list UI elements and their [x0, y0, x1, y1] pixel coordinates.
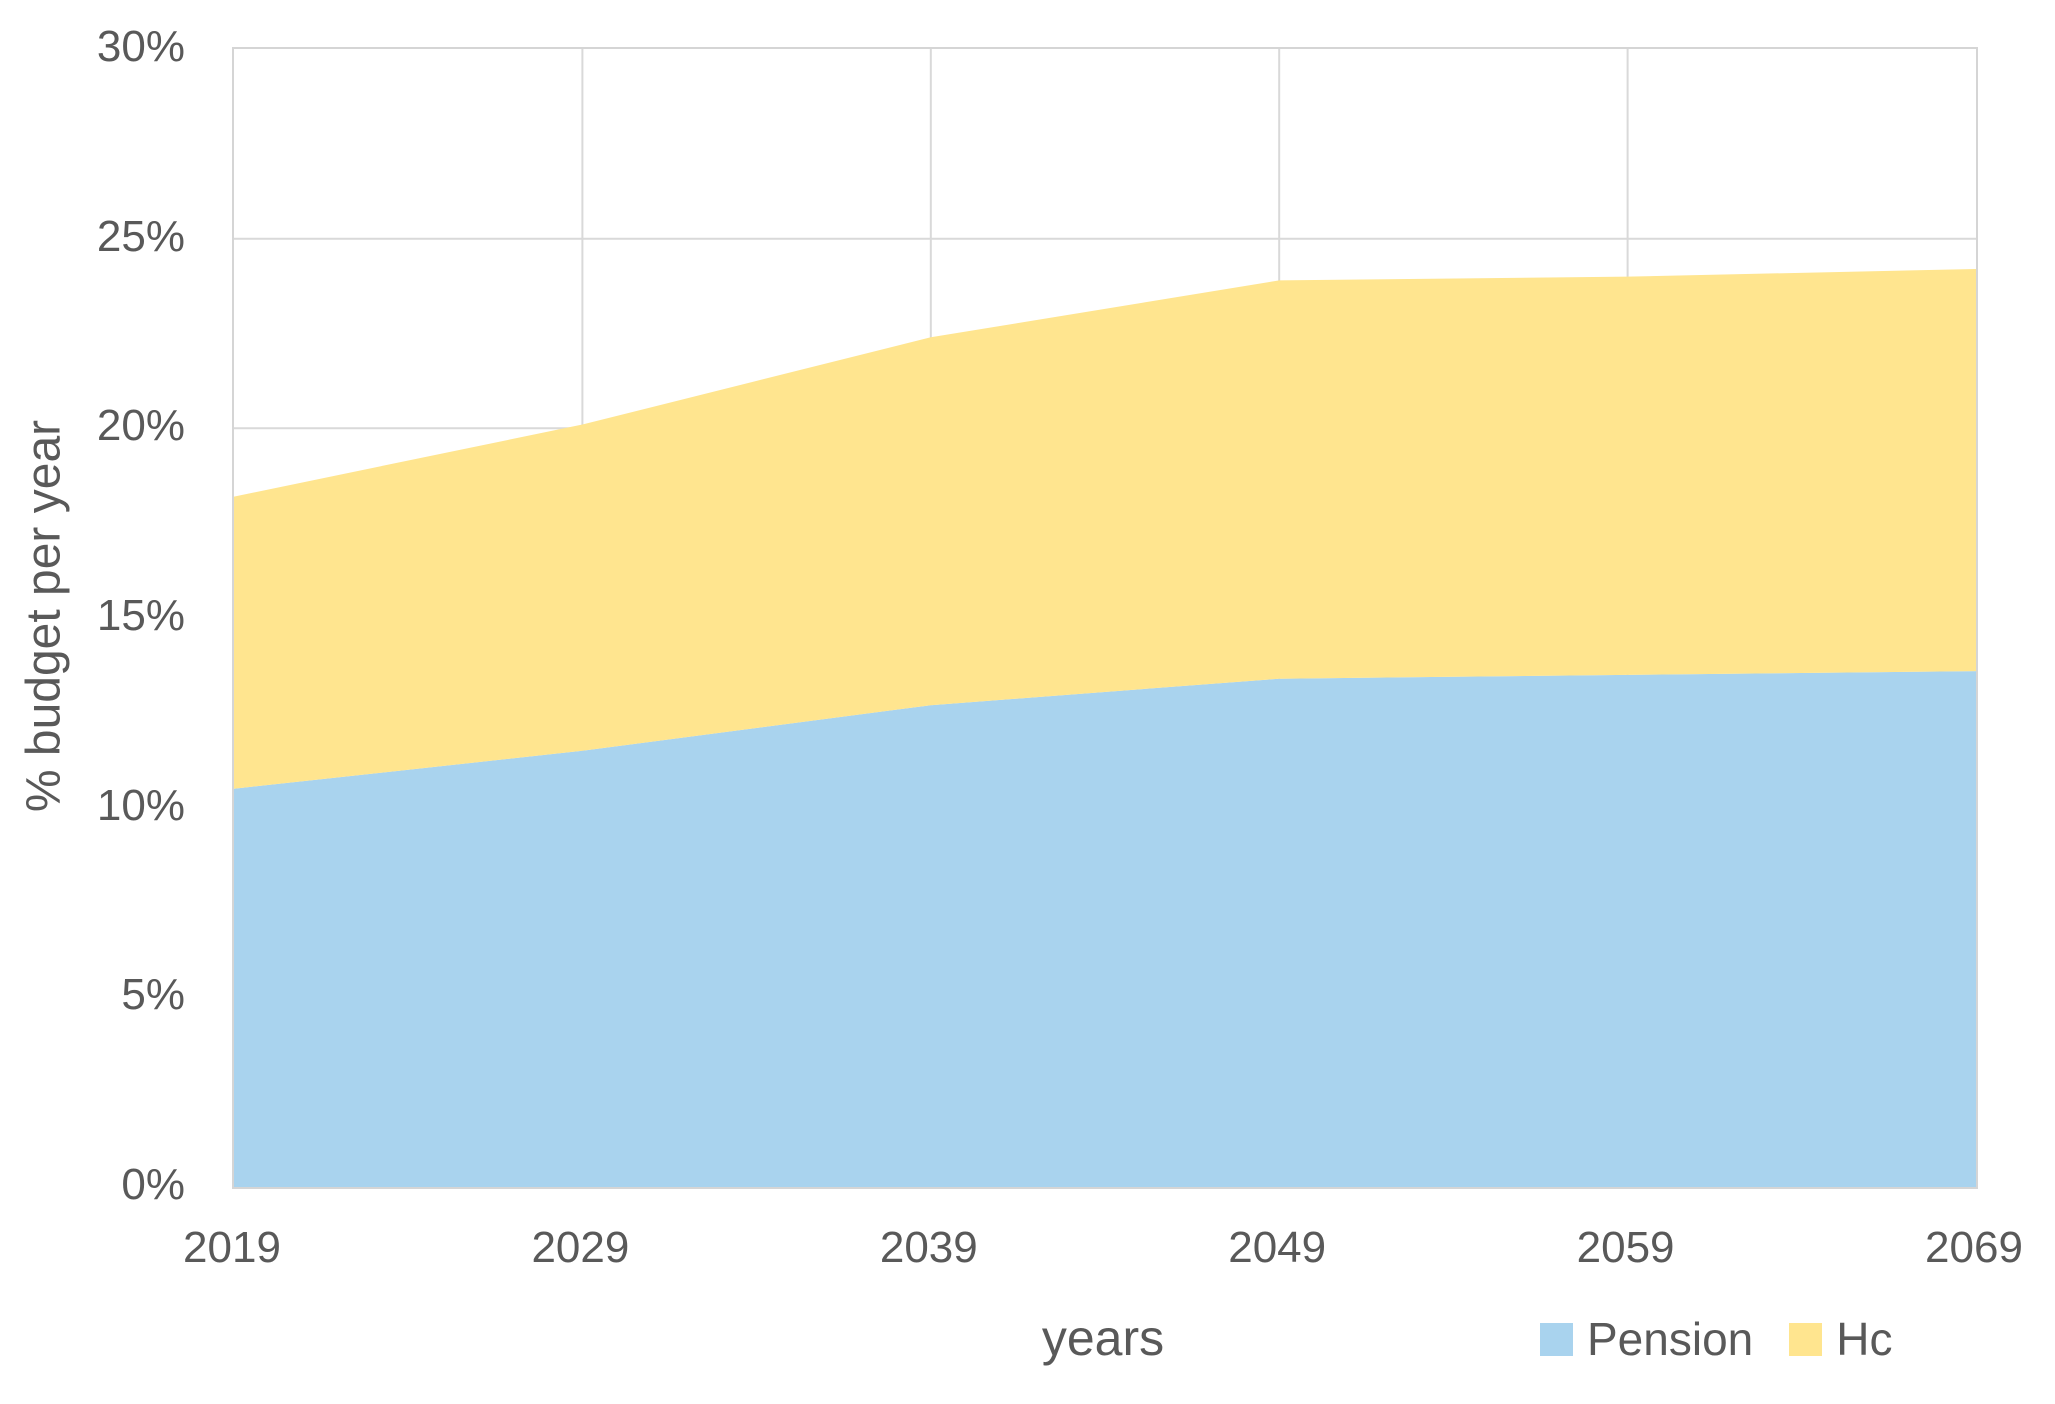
x-tick-label: 2019	[183, 1223, 281, 1272]
y-tick-label: 10%	[96, 780, 185, 830]
x-tick-label: 2049	[1228, 1223, 1327, 1272]
y-tick-label: 30%	[96, 22, 185, 71]
area-series-pension	[234, 671, 1976, 1187]
legend-swatch-icon	[1540, 1322, 1573, 1356]
legend-swatch-icon	[1789, 1322, 1823, 1356]
legend-item-hc: Hc	[1789, 1316, 1892, 1362]
y-tick-label: 15%	[96, 591, 185, 640]
legend: Pension Hc	[1540, 1316, 1892, 1362]
area-series-canvas	[234, 49, 1976, 1187]
area-series-hc	[234, 269, 1976, 789]
legend-label: Pension	[1587, 1313, 1754, 1365]
legend-item-pension: Pension	[1540, 1316, 1753, 1362]
y-tick-label: 20%	[96, 401, 185, 451]
x-tick-label: 2029	[531, 1223, 630, 1272]
x-axis-title: years	[1041, 1310, 1165, 1366]
y-tick-label: 25%	[96, 211, 185, 261]
plot-area	[232, 47, 1978, 1189]
legend-label: Hc	[1836, 1313, 1893, 1365]
y-axis-title: % budget per year	[17, 419, 71, 813]
x-tick-label: 2069	[1925, 1223, 2023, 1272]
y-tick-label: 0%	[121, 1160, 185, 1209]
x-tick-label: 2039	[879, 1223, 978, 1272]
x-tick-label: 2059	[1576, 1223, 1675, 1272]
y-tick-label: 5%	[121, 970, 185, 1020]
